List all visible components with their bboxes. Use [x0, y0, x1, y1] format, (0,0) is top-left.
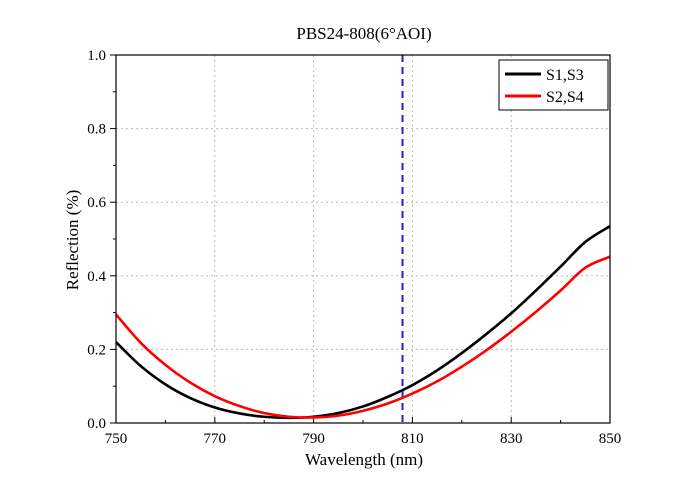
y-tick-label: 0.2	[87, 342, 106, 358]
series-line-s1-s3	[115, 225, 611, 420]
legend-label-s1-s3: S1,S3	[546, 67, 584, 84]
x-tick-label: 790	[302, 431, 325, 447]
x-tick-label: 810	[401, 431, 424, 447]
legend: S1,S3 S2,S4	[498, 59, 609, 111]
chart-title: PBS24-808(6°AOI)	[296, 24, 431, 43]
legend-box	[498, 59, 609, 111]
grid	[116, 55, 610, 423]
y-tick-label: 0.8	[87, 122, 106, 138]
x-tick-label: 850	[599, 431, 622, 447]
legend-label-s2-s4: S2,S4	[546, 89, 584, 106]
axis-ticks: 750 770 790 810 830 850 0.0 0.2 0.4 0.6 0.8 1.0	[87, 48, 621, 447]
y-tick-label: 0.4	[87, 269, 106, 285]
x-tick-label: 770	[204, 431, 227, 447]
series-lines	[115, 55, 611, 423]
y-tick-label: 0.6	[87, 195, 106, 211]
y-tick-label: 1.0	[87, 48, 106, 64]
plot-frame	[115, 54, 611, 424]
x-axis-label: Wavelength (nm)	[305, 450, 423, 469]
y-tick-label: 0.0	[87, 416, 106, 432]
y-axis-label: Reflection (%)	[63, 190, 82, 291]
x-tick-label: 830	[500, 431, 523, 447]
x-tick-label: 750	[105, 431, 128, 447]
series-line-s2-s4	[115, 255, 611, 419]
